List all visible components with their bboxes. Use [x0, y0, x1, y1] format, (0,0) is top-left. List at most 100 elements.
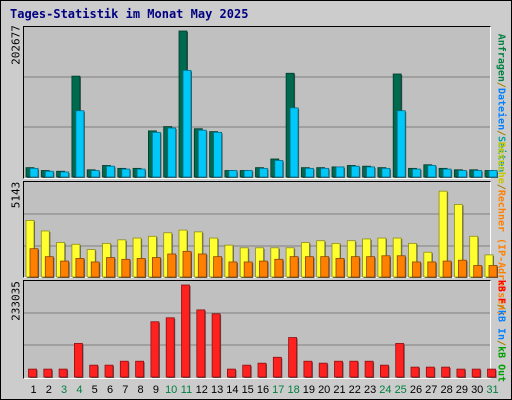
legend-item: kB F — [495, 279, 507, 304]
chart-title: Tages-Statistik im Monat May 2025 — [10, 7, 249, 21]
x-tick-label: 2 — [46, 384, 52, 396]
bar-dateien — [213, 131, 223, 178]
bar-kb-f — [104, 364, 114, 378]
x-tick-label: 6 — [107, 384, 113, 396]
legend-item: kB Out — [495, 346, 507, 383]
bar-kb-f — [150, 321, 160, 378]
x-tick-label: 11 — [181, 384, 192, 396]
bar-kb-f — [74, 343, 83, 378]
bar-rechner — [44, 256, 54, 278]
bar-rechner — [259, 260, 268, 278]
bar-dateien — [412, 168, 421, 178]
bar-kb-f — [211, 313, 221, 378]
bar-rechner — [228, 261, 238, 278]
bar-dateien — [151, 131, 161, 178]
bar-rechner — [106, 257, 115, 278]
bar-rechner — [366, 256, 376, 278]
bar-dateien — [60, 171, 69, 178]
bar-dateien — [396, 110, 406, 178]
x-tick-label: 7 — [122, 384, 128, 396]
bar-kb-f — [318, 362, 328, 378]
bar-kb-f — [135, 360, 145, 378]
bar-rechner — [197, 253, 207, 278]
bar-dateien — [259, 167, 268, 178]
x-tick-label: 5 — [92, 384, 98, 396]
bar-dateien — [427, 165, 437, 178]
bar-dateien — [488, 170, 498, 178]
bar-kb-f — [364, 360, 374, 378]
bar-rechner — [396, 255, 406, 278]
bar-kb-f — [441, 366, 451, 378]
bar-kb-f — [349, 360, 359, 378]
bar-kb-f — [334, 360, 343, 378]
bar-dateien — [335, 166, 345, 178]
legend-item: Anfragen — [495, 33, 507, 82]
bar-kb-f — [43, 368, 53, 378]
bar-kb-f — [272, 356, 282, 378]
bar-rechner — [243, 261, 253, 278]
bar-kb-f — [119, 360, 129, 378]
legend-item: kB In — [495, 309, 507, 341]
bar-rechner — [381, 255, 391, 278]
x-tick-label: 30 — [471, 384, 483, 396]
x-tick-label: 17 — [272, 384, 284, 396]
x-tick-label: 15 — [242, 384, 254, 396]
bar-kb-f — [456, 368, 466, 378]
x-tick-label: 25 — [395, 384, 407, 396]
bar-dateien — [350, 165, 360, 178]
bar-kb-f — [487, 368, 496, 378]
legend-item: Dateien — [495, 87, 507, 131]
bar-rechner — [335, 258, 345, 278]
bar-dateien — [167, 127, 177, 178]
bar-dateien — [44, 170, 54, 178]
bar-dateien — [381, 167, 391, 178]
bar-kb-f — [58, 368, 68, 378]
bar-dateien — [29, 167, 39, 178]
bar-rechner — [457, 259, 467, 278]
bar-rechner — [60, 260, 69, 278]
bar-kb-f — [410, 366, 420, 378]
x-tick-label: 10 — [165, 384, 177, 396]
x-tick-label: 23 — [364, 384, 376, 396]
bar-kb-f — [303, 360, 313, 378]
bar-rechner — [213, 256, 223, 278]
bar-rechner — [182, 250, 192, 278]
bar-rechner — [412, 261, 421, 278]
x-tick-label: 24 — [379, 384, 391, 396]
bar-dateien — [197, 129, 207, 178]
bar-kb-f — [196, 309, 206, 378]
bar-rechner — [304, 256, 314, 278]
bar-rechner — [167, 253, 177, 278]
x-tick-label: 22 — [349, 384, 361, 396]
bar-dateien — [304, 167, 314, 178]
bar-kb-f — [288, 337, 298, 378]
x-tick-label: 16 — [257, 384, 269, 396]
bar-rechner — [29, 248, 39, 278]
bar-dateien — [228, 170, 238, 178]
x-tick-label: 14 — [226, 384, 238, 396]
bar-rechner — [151, 257, 161, 278]
bar-rechner — [90, 261, 100, 278]
bar-dateien — [289, 107, 299, 178]
bar-kb-f — [165, 317, 175, 378]
x-tick-label: 28 — [440, 384, 452, 396]
bar-dateien — [320, 167, 330, 178]
bar-kb-f — [181, 284, 190, 378]
bar-dateien — [136, 168, 146, 178]
x-tick-label: 4 — [76, 384, 82, 396]
x-tick-label: 1 — [30, 384, 36, 396]
x-tick-label: 8 — [138, 384, 144, 396]
bar-dateien — [182, 69, 192, 178]
x-tick-label: 27 — [425, 384, 437, 396]
x-tick-label: 3 — [61, 384, 67, 396]
panel-kbytes — [23, 280, 491, 379]
x-tick-label: 29 — [456, 384, 468, 396]
x-tick-label: 31 — [486, 384, 498, 396]
x-tick-label: 12 — [196, 384, 208, 396]
x-tick-label: 9 — [153, 384, 159, 396]
legend-item: Besuche — [495, 141, 507, 184]
bar-kb-f — [425, 366, 435, 378]
bar-dateien — [457, 170, 467, 178]
